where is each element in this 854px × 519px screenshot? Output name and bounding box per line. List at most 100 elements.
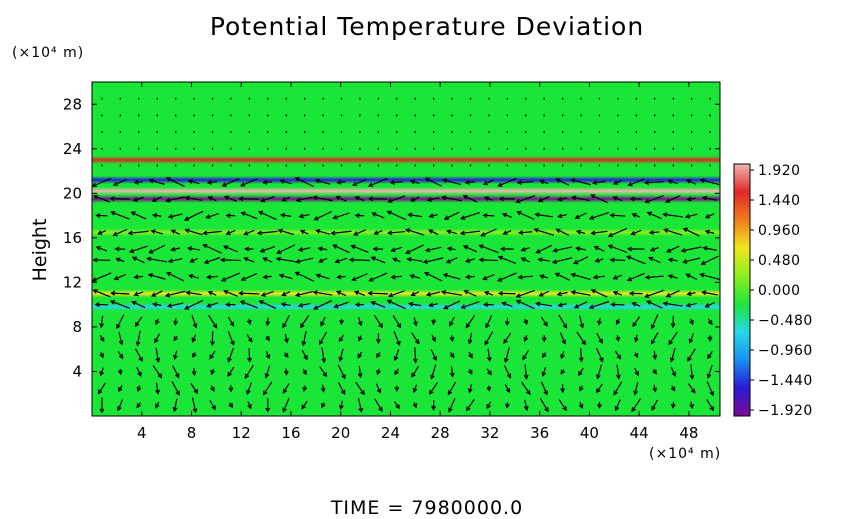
wind-vector (209, 400, 216, 410)
wind-vector-head (321, 403, 326, 409)
wind-vector (616, 364, 620, 379)
wind-vector-head (321, 358, 327, 364)
wind-vector-head (462, 245, 469, 250)
wind-vector (430, 364, 437, 379)
wind-vector (653, 350, 656, 359)
wind-vector (557, 291, 568, 296)
wind-vector (173, 398, 178, 412)
wind-vector (631, 398, 642, 412)
wind-vector (408, 213, 423, 218)
wind-vector-head (663, 228, 669, 233)
wind-vector-head (166, 271, 172, 277)
wind-vector (535, 213, 553, 218)
wind-vector (281, 303, 291, 307)
wind-vector (701, 255, 719, 265)
wind-vector-head (480, 232, 486, 237)
wind-vector-head (313, 305, 319, 310)
wind-vector (153, 303, 162, 306)
wind-vector (282, 383, 290, 394)
wind-vector-head (626, 276, 633, 282)
wind-vector-head (370, 300, 376, 306)
wind-vector-head (358, 407, 364, 413)
wind-vector (591, 289, 608, 298)
wind-vector (166, 177, 185, 187)
wind-vector (502, 213, 512, 218)
wind-vector (487, 348, 491, 361)
wind-vector (481, 228, 497, 237)
wind-vector-head (260, 292, 267, 297)
wind-vector-head (110, 290, 116, 296)
wind-vector (295, 271, 314, 282)
x-axis-unit: (×10⁴ m) (649, 446, 722, 462)
wind-vector-head (110, 210, 116, 216)
wind-vector-head (276, 249, 282, 255)
wind-vector-head (598, 357, 604, 363)
x-tick-label: 44 (630, 424, 649, 442)
y-tick-label: 8 (72, 318, 82, 336)
wind-vector-head (262, 274, 268, 280)
wind-vector (315, 179, 331, 185)
wind-vector (539, 290, 550, 297)
wind-vector-head (186, 246, 193, 251)
wind-vector (93, 289, 111, 298)
wind-vector (116, 314, 125, 329)
wind-vector (634, 381, 639, 395)
wind-vector (168, 213, 183, 218)
wind-vector-head (395, 404, 400, 410)
wind-vector-head (240, 182, 246, 187)
wind-vector (295, 177, 314, 188)
wind-vector (277, 244, 296, 254)
wind-vector-head (652, 369, 657, 375)
wind-vector (148, 273, 166, 280)
wind-vector (374, 315, 383, 328)
wind-vector (686, 179, 697, 185)
wind-vector-head (662, 212, 668, 218)
wind-vector (392, 257, 401, 263)
wind-vector-head (685, 273, 691, 278)
x-axis-ticks: 4 8 12 16 20 24 28 32 36 40 44 48 (137, 82, 698, 442)
wind-vector (596, 364, 603, 379)
wind-vector-head (630, 230, 636, 236)
wind-vector-head (130, 211, 136, 216)
wind-vector-head (410, 291, 416, 297)
wind-vector-head (523, 336, 529, 343)
wind-vector-head (277, 228, 283, 234)
wind-vector-head (463, 289, 469, 295)
wind-vector (185, 196, 203, 201)
wind-vector-head (478, 257, 484, 263)
wind-vector-head (648, 229, 654, 235)
wind-vector-head (93, 194, 99, 200)
wind-vector (227, 347, 234, 362)
wind-vector-head (501, 301, 507, 307)
wind-vector-head (155, 403, 160, 409)
wind-vector (626, 255, 646, 265)
wind-vector (576, 247, 586, 251)
wind-vector-head (501, 212, 508, 218)
wind-vector-head (240, 276, 246, 282)
wind-vector-head (338, 337, 344, 343)
wind-vector (681, 246, 702, 252)
wind-vector-head (680, 247, 686, 253)
wind-vector (413, 317, 417, 326)
wind-vector (442, 196, 462, 202)
wind-vector-head (227, 371, 232, 377)
wind-vector-head (173, 336, 179, 342)
wind-vector (316, 229, 330, 235)
colorbar-tick-label: 1.920 (758, 163, 801, 179)
wind-vector-head (95, 245, 102, 251)
wind-vector (388, 290, 405, 297)
wind-vector (558, 314, 567, 329)
wind-vector (705, 230, 715, 234)
wind-vector (608, 227, 627, 237)
wind-vector-head (687, 356, 692, 362)
wind-vector-head (203, 259, 209, 265)
wind-vector-head (665, 292, 671, 298)
wind-vector-head (157, 373, 163, 379)
wind-vector-head (503, 338, 508, 345)
wind-vector (540, 275, 549, 279)
wind-vector-head (353, 231, 359, 236)
wind-vector (423, 257, 444, 263)
wind-vector (333, 212, 350, 219)
wind-vector-head (206, 303, 212, 308)
wind-vector-head (590, 230, 596, 236)
